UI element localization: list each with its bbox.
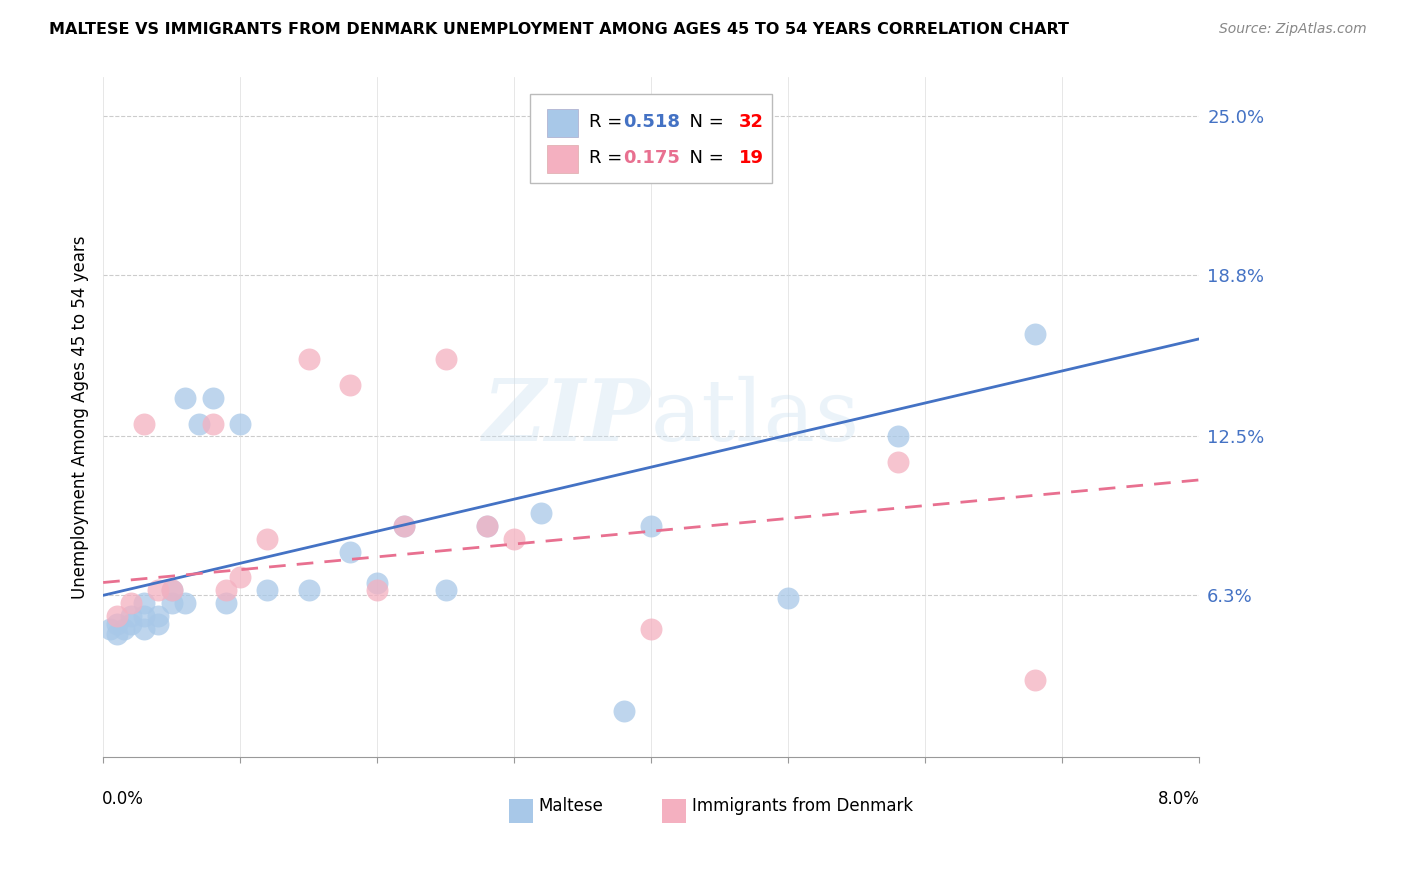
Point bbox=[105, 608, 128, 623]
Point bbox=[434, 352, 457, 367]
Point bbox=[120, 608, 142, 623]
Point bbox=[229, 570, 252, 584]
Point bbox=[530, 506, 553, 520]
Text: 0.518: 0.518 bbox=[624, 112, 681, 130]
Point bbox=[146, 616, 169, 631]
Point bbox=[394, 519, 416, 533]
Point bbox=[174, 596, 197, 610]
Point bbox=[394, 519, 416, 533]
Point bbox=[339, 545, 361, 559]
Point bbox=[188, 417, 211, 431]
Point bbox=[105, 616, 128, 631]
Point bbox=[98, 622, 121, 636]
Point bbox=[613, 704, 636, 718]
Bar bbox=[509, 799, 533, 822]
Point bbox=[640, 622, 662, 636]
Point bbox=[1024, 326, 1046, 341]
Point bbox=[366, 575, 388, 590]
Text: R =: R = bbox=[589, 149, 627, 167]
Point bbox=[201, 417, 224, 431]
Point bbox=[160, 596, 183, 610]
Point bbox=[134, 608, 156, 623]
Point bbox=[174, 391, 197, 405]
Text: 32: 32 bbox=[738, 112, 763, 130]
Point bbox=[215, 583, 238, 598]
Text: ZIP: ZIP bbox=[484, 376, 651, 458]
Text: 0.0%: 0.0% bbox=[103, 790, 143, 808]
Point bbox=[160, 583, 183, 598]
Point bbox=[886, 455, 908, 469]
Point bbox=[134, 596, 156, 610]
Point bbox=[640, 519, 662, 533]
Point bbox=[120, 596, 142, 610]
Point bbox=[120, 616, 142, 631]
Text: 0.175: 0.175 bbox=[624, 149, 681, 167]
Y-axis label: Unemployment Among Ages 45 to 54 years: Unemployment Among Ages 45 to 54 years bbox=[72, 235, 89, 599]
Point bbox=[160, 583, 183, 598]
Text: Maltese: Maltese bbox=[538, 797, 603, 815]
Point bbox=[105, 627, 128, 641]
FancyBboxPatch shape bbox=[547, 109, 578, 137]
Text: N =: N = bbox=[679, 149, 730, 167]
Point bbox=[503, 532, 526, 546]
Point bbox=[297, 583, 319, 598]
Point bbox=[146, 583, 169, 598]
Point bbox=[339, 378, 361, 392]
Point bbox=[297, 352, 319, 367]
Point bbox=[475, 519, 498, 533]
Text: N =: N = bbox=[679, 112, 730, 130]
Point bbox=[215, 596, 238, 610]
Point bbox=[256, 583, 278, 598]
Point bbox=[1024, 673, 1046, 687]
Point bbox=[475, 519, 498, 533]
FancyBboxPatch shape bbox=[530, 95, 772, 183]
Point bbox=[229, 417, 252, 431]
Point bbox=[886, 429, 908, 443]
FancyBboxPatch shape bbox=[547, 145, 578, 173]
Point bbox=[256, 532, 278, 546]
Point bbox=[134, 622, 156, 636]
Text: Immigrants from Denmark: Immigrants from Denmark bbox=[692, 797, 912, 815]
Point bbox=[366, 583, 388, 598]
Point bbox=[112, 622, 135, 636]
Point bbox=[134, 417, 156, 431]
Text: MALTESE VS IMMIGRANTS FROM DENMARK UNEMPLOYMENT AMONG AGES 45 TO 54 YEARS CORREL: MALTESE VS IMMIGRANTS FROM DENMARK UNEMP… bbox=[49, 22, 1069, 37]
Text: Source: ZipAtlas.com: Source: ZipAtlas.com bbox=[1219, 22, 1367, 37]
Text: 19: 19 bbox=[738, 149, 763, 167]
Point bbox=[146, 608, 169, 623]
Point bbox=[776, 591, 799, 605]
Point bbox=[201, 391, 224, 405]
Text: R =: R = bbox=[589, 112, 627, 130]
Text: atlas: atlas bbox=[651, 376, 860, 458]
Point bbox=[434, 583, 457, 598]
Bar bbox=[662, 799, 686, 822]
Text: 8.0%: 8.0% bbox=[1159, 790, 1199, 808]
